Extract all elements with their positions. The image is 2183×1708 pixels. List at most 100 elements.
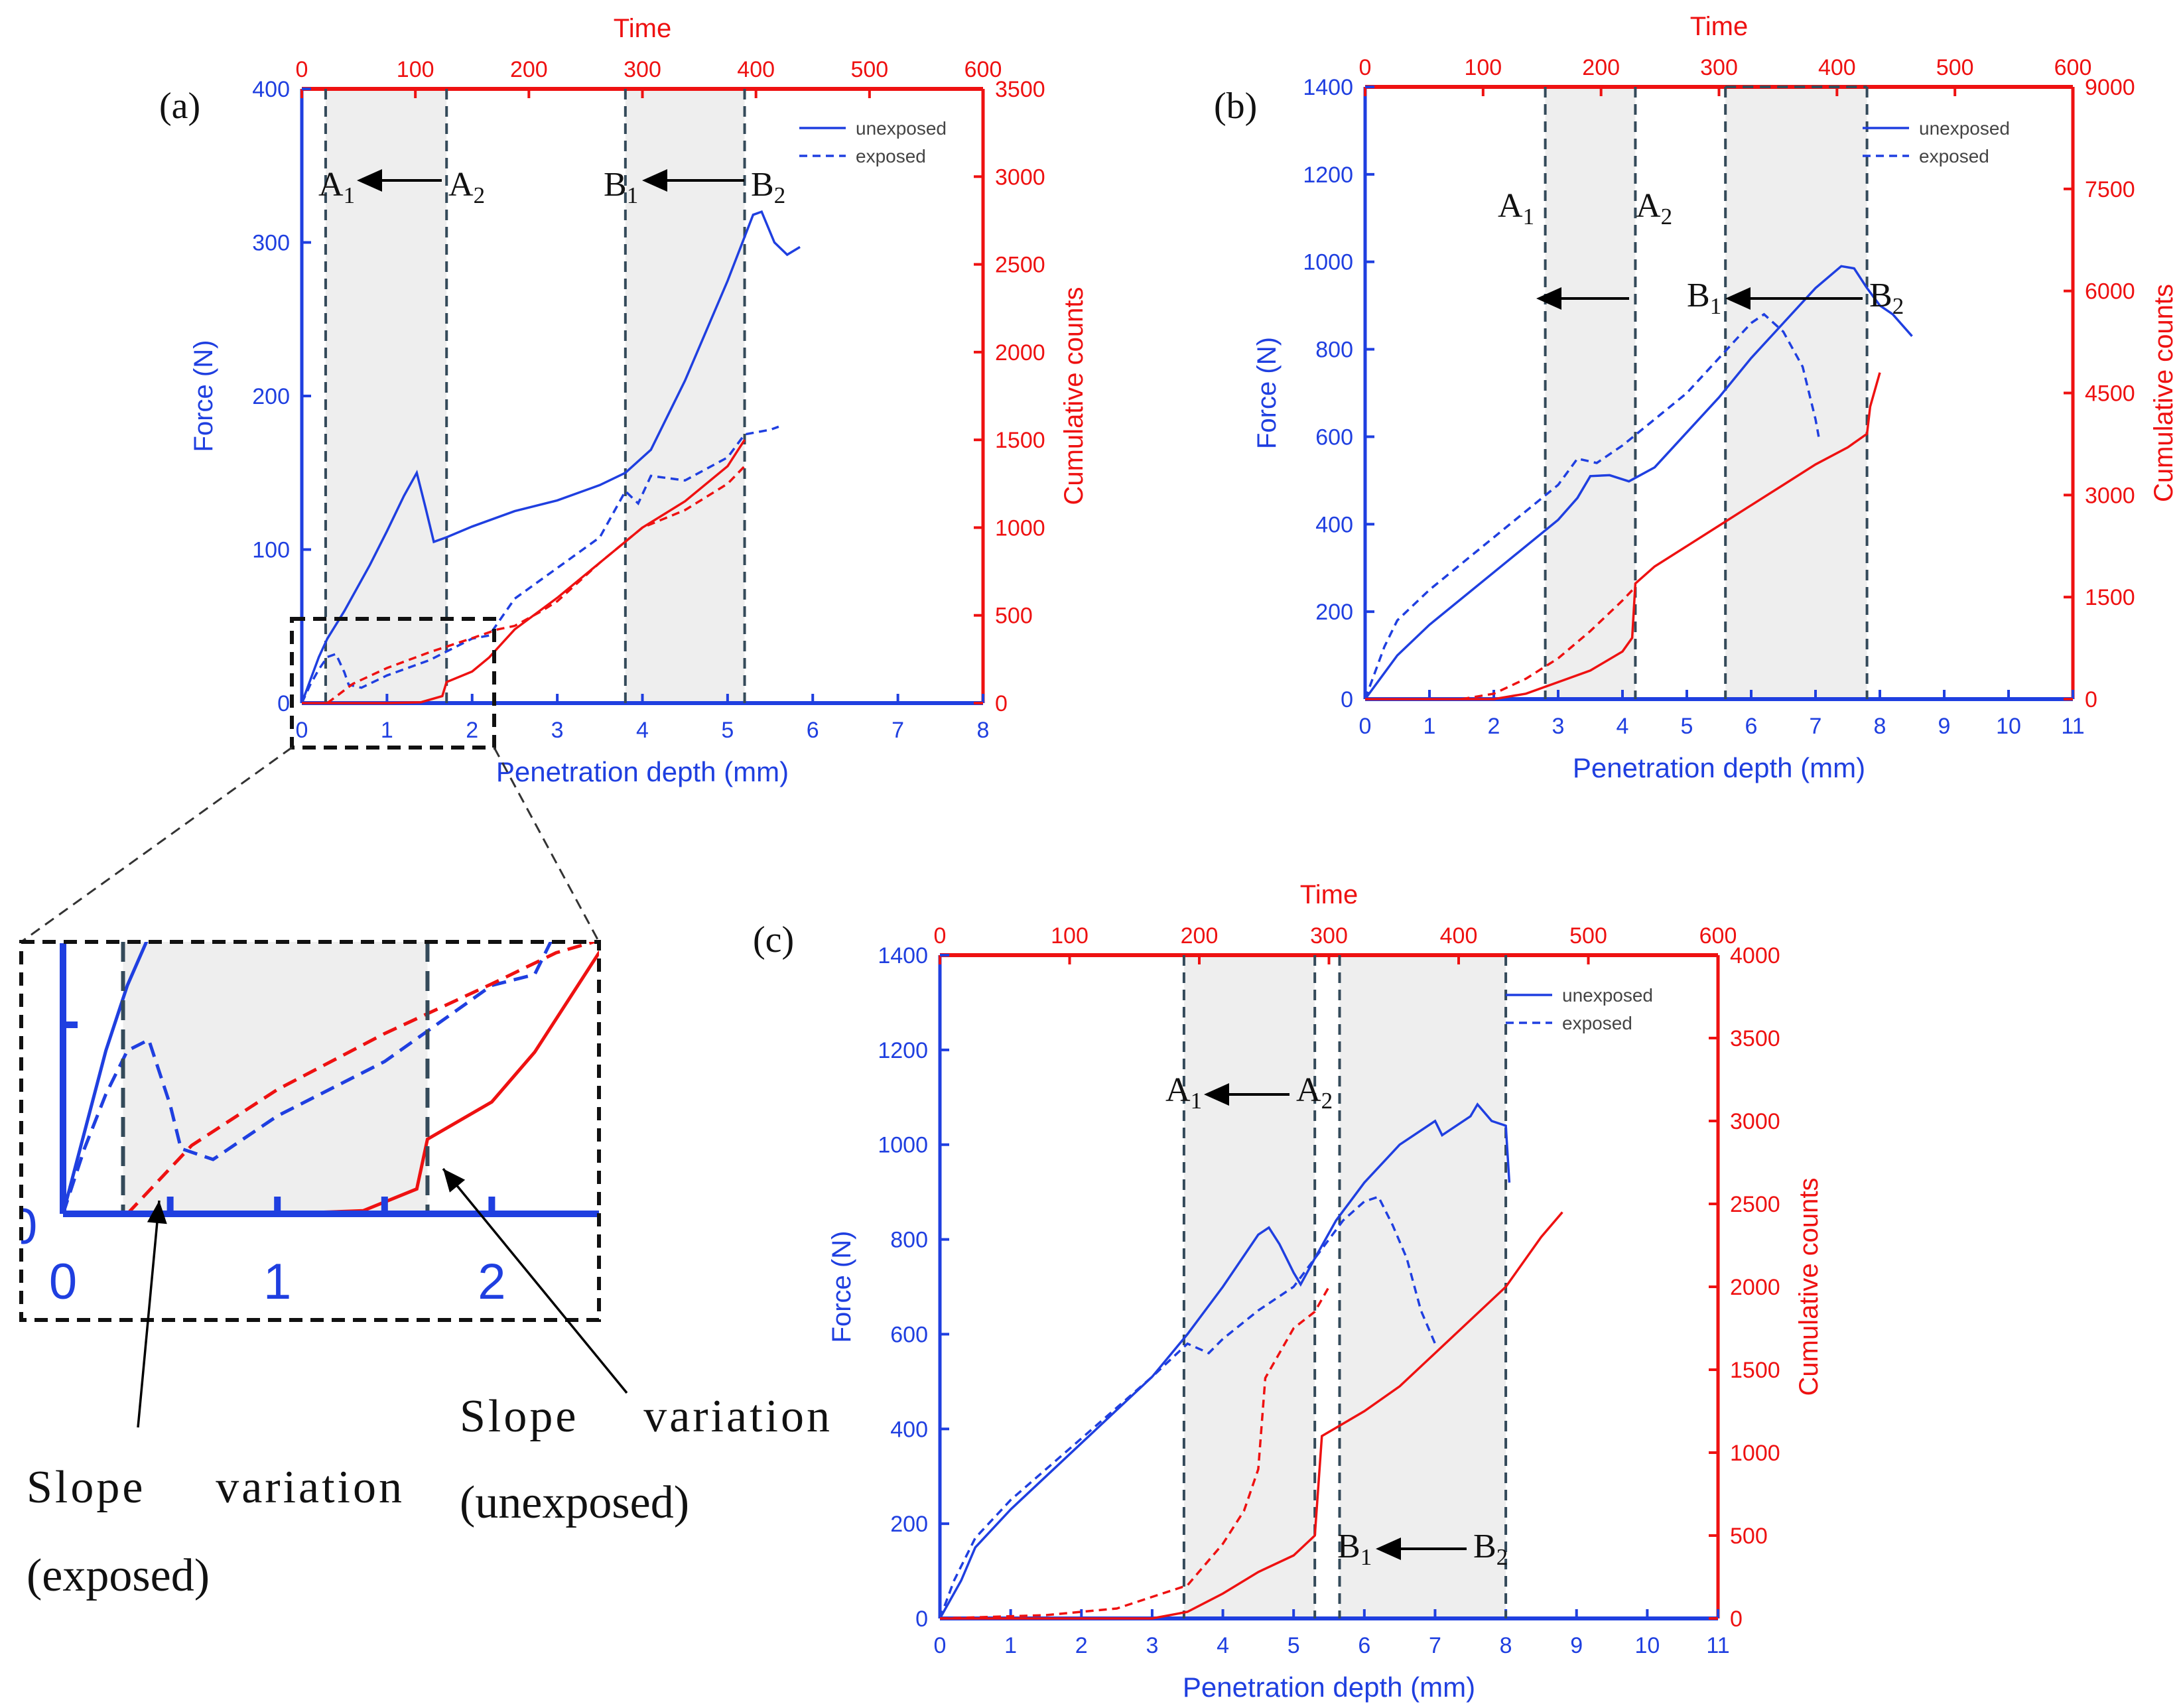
arrow-a <box>1204 1083 1290 1106</box>
inset-series-exposed-force <box>63 942 553 1214</box>
top-tick-label: 200 <box>1582 55 1620 80</box>
x-tick-label: 4 <box>1617 714 1629 739</box>
zoom-connector <box>493 747 600 943</box>
x-tick-label: 4 <box>636 718 649 743</box>
x-tick-label: 5 <box>721 718 734 743</box>
y2-tick-label: 4000 <box>1730 943 1780 968</box>
x-tick-label: 2 <box>1488 714 1500 739</box>
y-tick-label: 400 <box>890 1417 928 1442</box>
shaded-region <box>625 89 745 703</box>
x-tick-label: 9 <box>1570 1633 1583 1658</box>
top-tick-label: 100 <box>397 57 434 82</box>
x-tick-label: 2 <box>1075 1633 1088 1658</box>
y2-tick-label: 7500 <box>2085 177 2135 202</box>
y2-tick-label: 1000 <box>1730 1441 1780 1466</box>
y2-tick-label: 0 <box>2085 687 2097 712</box>
x-tick-label: 1 <box>381 718 393 743</box>
legend-label-unexposed: unexposed <box>1562 985 1653 1006</box>
y2-tick-label: 1500 <box>1730 1358 1780 1383</box>
x-tick-label: 11 <box>1706 1633 1729 1658</box>
top-tick-label: 300 <box>1700 55 1738 80</box>
x-tick-label: 2 <box>466 718 478 743</box>
y2-tick-label: 6000 <box>2085 279 2135 304</box>
y-tick-label: 600 <box>890 1322 928 1347</box>
y-tick-label: 200 <box>890 1512 928 1537</box>
inset-frame <box>19 940 601 1322</box>
shaded-region <box>1183 955 1315 1618</box>
annotation-a2: A2 <box>1636 187 1672 230</box>
y-tick-label: 300 <box>252 231 290 256</box>
arrow-a <box>357 169 442 192</box>
series-exposed-counts <box>1461 586 1636 700</box>
x-tick-label: 1 <box>1423 714 1436 739</box>
panel-label: (a) <box>159 86 200 127</box>
y-tick-label: 400 <box>1315 512 1353 537</box>
x-tick-label: 3 <box>1146 1633 1158 1658</box>
annotation-a2: A2 <box>448 166 485 208</box>
x-tick-label: 10 <box>1996 714 2021 739</box>
annotation-b1: B1 <box>1337 1528 1372 1570</box>
series-unexposed-force <box>1364 265 1913 700</box>
top-tick-label: 300 <box>1310 923 1348 949</box>
annotation-b2: B2 <box>751 166 785 208</box>
y-tick-label: 0 <box>915 1607 928 1632</box>
legend-label-exposed: exposed <box>1562 1013 1632 1033</box>
x-tick-label: 0 <box>934 1633 947 1658</box>
annotation-a2: A2 <box>1296 1071 1333 1114</box>
arrow-b <box>1376 1538 1467 1560</box>
y-tick-label: 1200 <box>878 1038 928 1063</box>
y-tick-label: 800 <box>890 1228 928 1253</box>
arrow-b <box>1725 287 1863 310</box>
inset-x-tick-label: 1 <box>263 1254 291 1310</box>
x-tick-label: 8 <box>977 718 990 743</box>
x-tick-label: 8 <box>1874 714 1886 739</box>
panel-label: (c) <box>753 919 794 960</box>
x-tick-label: 6 <box>1745 714 1758 739</box>
y-axis-title: Force (N) <box>827 1231 856 1343</box>
top-tick-label: 100 <box>1464 55 1502 80</box>
y2-tick-label: 3500 <box>1730 1026 1780 1051</box>
annotation-a1: A1 <box>1165 1071 1202 1114</box>
series-unexposed-force <box>939 1102 1511 1619</box>
panel-label: (b) <box>1214 86 1257 127</box>
y-tick-label: 1000 <box>878 1133 928 1158</box>
x-tick-label: 5 <box>1681 714 1693 739</box>
top-tick-label: 400 <box>1440 923 1478 949</box>
series-exposed-force <box>1364 312 1820 700</box>
zoom-connector <box>21 746 293 943</box>
y-tick-label: 400 <box>252 77 290 102</box>
panel-b: 0 1 2 3 4 5 6 7 8 9 10 110 100 200 300 400 500 6000200400… <box>1214 12 2178 783</box>
callout-exposed-word2: variation <box>216 1462 405 1513</box>
series-unexposed-counts <box>302 439 746 704</box>
y2-tick-label: 0 <box>995 691 1008 716</box>
y2-tick-label: 500 <box>1730 1524 1768 1549</box>
series-unexposed-counts <box>940 1211 1563 1620</box>
y-axis-title: Force (N) <box>189 340 218 452</box>
shaded-region <box>325 89 447 703</box>
callout-exposed-line2: (exposed) <box>27 1550 210 1601</box>
y2-tick-label: 9000 <box>2085 75 2135 100</box>
annotation-b2: B2 <box>1473 1528 1508 1570</box>
series-exposed-counts <box>939 1286 1331 1620</box>
x-tick-label: 7 <box>892 718 904 743</box>
callout-arrow-exposed <box>137 1200 167 1428</box>
x-tick-label: 6 <box>807 718 819 743</box>
y2-tick-label: 1500 <box>995 428 1045 453</box>
top-tick-label: 0 <box>296 57 308 82</box>
top-axis-title: Time <box>614 14 671 43</box>
annotation-a1: A1 <box>318 166 355 208</box>
callout-unexposed-word2: variation <box>643 1391 832 1442</box>
top-tick-label: 0 <box>934 923 947 949</box>
y2-tick-label: 3000 <box>995 164 1045 190</box>
top-tick-label: 300 <box>624 57 661 82</box>
top-tick-label: 400 <box>1818 55 1856 80</box>
inset-y-tick-label: 0 <box>9 1199 37 1255</box>
y2-tick-label: 2000 <box>995 340 1045 365</box>
arrow-b <box>642 169 744 192</box>
series-exposed-counts <box>326 465 746 704</box>
x-axis-title: Penetration depth (mm) <box>1183 1672 1475 1703</box>
x-tick-label: 1 <box>1004 1633 1017 1658</box>
x-tick-label: 3 <box>551 718 564 743</box>
top-tick-label: 600 <box>964 57 1002 82</box>
